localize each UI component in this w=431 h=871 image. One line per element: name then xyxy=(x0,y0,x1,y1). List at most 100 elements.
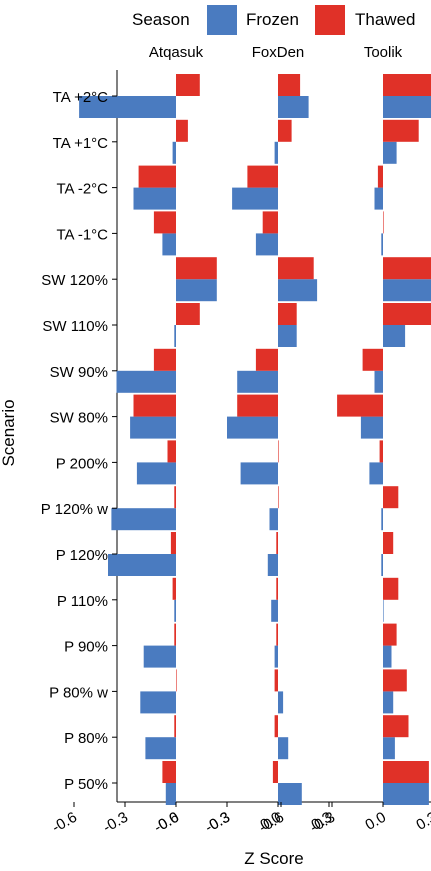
y-tick-label: TA +1°C xyxy=(53,135,108,152)
y-tick-label: SW 110% xyxy=(42,318,108,335)
bar-thawed-foxden xyxy=(262,211,278,234)
bar-frozen-toolik xyxy=(383,783,429,805)
bar-thawed-toolik xyxy=(383,761,429,783)
bar-frozen-toolik xyxy=(383,141,397,164)
bar-thawed-atqasuk xyxy=(172,577,176,600)
bar-frozen-atqasuk xyxy=(136,462,176,485)
y-tick-label: P 120% w xyxy=(41,501,108,518)
bar-thawed-atqasuk xyxy=(153,348,176,371)
bar-thawed-toolik xyxy=(362,348,383,371)
legend-key-thawed xyxy=(315,5,345,35)
bar-frozen-atqasuk xyxy=(174,599,176,622)
bar-thawed-atqasuk xyxy=(174,486,176,509)
bar-frozen-foxden xyxy=(271,599,278,622)
bar-thawed-foxden xyxy=(274,669,278,692)
bar-thawed-foxden xyxy=(272,761,278,783)
bar-thawed-foxden xyxy=(278,74,301,96)
bar-thawed-foxden xyxy=(255,348,278,371)
y-tick-label: TA +2°C xyxy=(53,89,108,106)
bar-frozen-foxden xyxy=(278,325,297,347)
bar-frozen-toolik xyxy=(374,187,383,210)
bar-thawed-toolik xyxy=(383,623,397,646)
bar-thawed-toolik xyxy=(383,669,407,692)
bar-thawed-toolik xyxy=(383,211,384,234)
bar-frozen-foxden xyxy=(278,96,309,118)
bar-frozen-toolik xyxy=(381,554,383,576)
bar-thawed-atqasuk xyxy=(138,165,176,188)
bar-frozen-foxden xyxy=(232,187,278,210)
y-tick-label: TA -1°C xyxy=(56,226,108,243)
facet-title-foxden: FoxDen xyxy=(252,44,305,61)
x-tick-label: -0.3 xyxy=(307,809,338,837)
bar-frozen-foxden xyxy=(227,416,278,439)
bar-frozen-toolik xyxy=(381,233,383,256)
x-tick-label: -0.6 xyxy=(49,809,80,837)
bar-thawed-foxden xyxy=(278,303,297,325)
bar-frozen-toolik xyxy=(360,416,383,439)
facet-title-atqasuk: Atqasuk xyxy=(149,44,204,61)
x-tick-label: 0.0 xyxy=(362,809,389,834)
bar-frozen-atqasuk xyxy=(133,187,176,210)
bar-thawed-atqasuk xyxy=(170,532,176,554)
bar-frozen-atqasuk xyxy=(116,370,176,393)
x-tick-label: 0.3 xyxy=(413,809,431,834)
y-tick-label: P 80% xyxy=(64,730,108,747)
bar-frozen-atqasuk xyxy=(176,279,217,302)
facet-title-toolik: Toolik xyxy=(364,44,403,61)
x-tick-label: -0.6 xyxy=(151,809,182,837)
bar-frozen-toolik xyxy=(381,508,383,531)
bar-thawed-atqasuk xyxy=(176,669,177,692)
bar-thawed-foxden xyxy=(274,715,278,738)
y-tick-label: TA -2°C xyxy=(56,181,108,198)
bar-frozen-atqasuk xyxy=(143,645,176,668)
bar-frozen-foxden xyxy=(278,737,289,760)
y-tick-label: SW 90% xyxy=(50,364,108,381)
bar-frozen-atqasuk xyxy=(165,783,176,805)
bar-frozen-atqasuk xyxy=(108,554,176,576)
bar-thawed-foxden xyxy=(276,577,278,600)
y-tick-label: P 90% xyxy=(64,639,108,656)
bar-frozen-toolik xyxy=(383,691,394,714)
y-tick-label: P 200% xyxy=(56,455,108,472)
bar-frozen-foxden xyxy=(274,141,278,164)
y-tick-label: P 120% xyxy=(56,547,108,564)
bar-thawed-toolik xyxy=(383,119,419,142)
bar-frozen-atqasuk xyxy=(111,508,176,531)
bar-frozen-toolik xyxy=(383,279,431,302)
bar-thawed-foxden xyxy=(276,532,278,554)
bar-frozen-toolik xyxy=(369,462,383,485)
bar-frozen-foxden xyxy=(278,691,284,714)
bar-frozen-toolik xyxy=(383,645,392,668)
bar-thawed-toolik xyxy=(377,165,383,188)
bar-thawed-toolik xyxy=(383,715,409,738)
bar-frozen-foxden xyxy=(240,462,278,485)
bar-thawed-atqasuk xyxy=(176,74,200,96)
bar-thawed-toolik xyxy=(383,74,431,96)
bar-thawed-foxden xyxy=(237,394,278,417)
bar-thawed-toolik xyxy=(337,394,383,417)
bar-frozen-atqasuk xyxy=(172,141,176,164)
bar-frozen-atqasuk xyxy=(140,691,176,714)
bar-frozen-atqasuk xyxy=(145,737,176,760)
bar-thawed-atqasuk xyxy=(176,303,200,325)
bar-frozen-foxden xyxy=(274,645,278,668)
bar-frozen-toolik xyxy=(383,599,384,622)
legend-label-thawed: Thawed xyxy=(355,10,415,29)
bar-thawed-atqasuk xyxy=(153,211,176,234)
bar-frozen-toolik xyxy=(383,325,406,347)
bar-thawed-atqasuk xyxy=(176,257,217,280)
bar-frozen-atqasuk xyxy=(79,96,176,118)
bar-thawed-atqasuk xyxy=(133,394,176,417)
bar-frozen-foxden xyxy=(269,508,278,531)
y-tick-label: SW 80% xyxy=(50,410,108,427)
y-tick-label: P 110% xyxy=(57,593,108,610)
legend-key-frozen xyxy=(207,5,237,35)
bar-thawed-foxden xyxy=(247,165,278,188)
bar-thawed-toolik xyxy=(383,303,431,325)
x-tick-label: -0.6 xyxy=(256,809,287,837)
bar-frozen-foxden xyxy=(267,554,278,576)
bar-frozen-foxden xyxy=(278,783,302,805)
bar-thawed-atqasuk xyxy=(174,715,176,738)
bar-thawed-toolik xyxy=(383,257,431,280)
